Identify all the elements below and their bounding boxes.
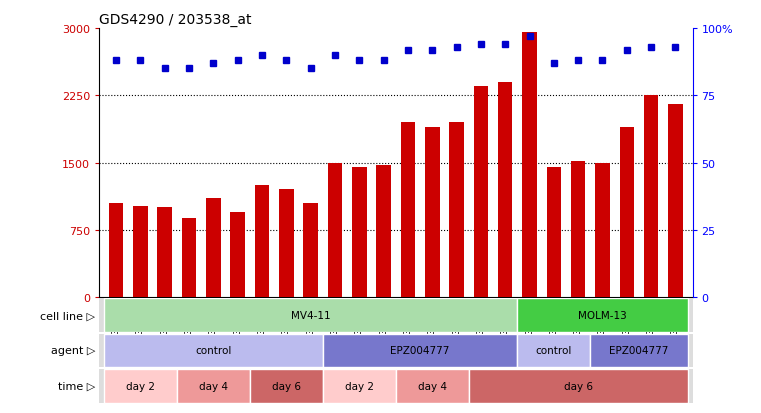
Text: EPZ004777: EPZ004777	[610, 346, 669, 356]
Text: day 4: day 4	[418, 381, 447, 391]
Bar	[255, 185, 269, 297]
Bar	[473, 87, 488, 297]
Bar	[591, 334, 688, 368]
Text: day 4: day 4	[199, 381, 228, 391]
Bar	[323, 334, 517, 368]
Bar	[644, 96, 658, 297]
Bar	[396, 369, 469, 403]
Text: MOLM-13: MOLM-13	[578, 311, 627, 320]
Bar	[231, 212, 245, 297]
Text: day 2: day 2	[345, 381, 374, 391]
Text: day 6: day 6	[272, 381, 301, 391]
Bar	[103, 334, 323, 368]
Bar	[103, 369, 177, 403]
Bar	[109, 203, 123, 297]
Text: day 2: day 2	[126, 381, 154, 391]
Text: control: control	[536, 346, 572, 356]
Bar	[304, 203, 318, 297]
Text: GDS4290 / 203538_at: GDS4290 / 203538_at	[99, 12, 251, 26]
Bar	[279, 190, 294, 297]
Bar	[517, 299, 688, 332]
Bar	[250, 369, 323, 403]
Bar	[206, 199, 221, 297]
Bar	[400, 123, 416, 297]
Text: MV4-11: MV4-11	[291, 311, 330, 320]
Text: time ▷: time ▷	[58, 381, 95, 391]
Bar	[376, 166, 391, 297]
Bar	[182, 218, 196, 297]
Bar	[668, 105, 683, 297]
Bar	[103, 299, 517, 332]
Bar	[323, 369, 396, 403]
Text: cell line ▷: cell line ▷	[40, 311, 95, 320]
Bar	[449, 123, 464, 297]
Bar	[619, 127, 634, 297]
Bar	[158, 208, 172, 297]
Bar	[425, 127, 440, 297]
Text: agent ▷: agent ▷	[51, 346, 95, 356]
Bar	[571, 161, 585, 297]
Bar	[498, 83, 512, 297]
Bar	[595, 164, 610, 297]
Bar	[522, 33, 537, 297]
Bar	[546, 168, 561, 297]
Text: day 6: day 6	[564, 381, 593, 391]
Bar	[327, 163, 342, 297]
Bar	[133, 206, 148, 297]
Bar	[469, 369, 688, 403]
Bar	[517, 334, 591, 368]
Bar	[352, 168, 367, 297]
Bar	[177, 369, 250, 403]
Text: control: control	[195, 346, 231, 356]
Text: EPZ004777: EPZ004777	[390, 346, 450, 356]
